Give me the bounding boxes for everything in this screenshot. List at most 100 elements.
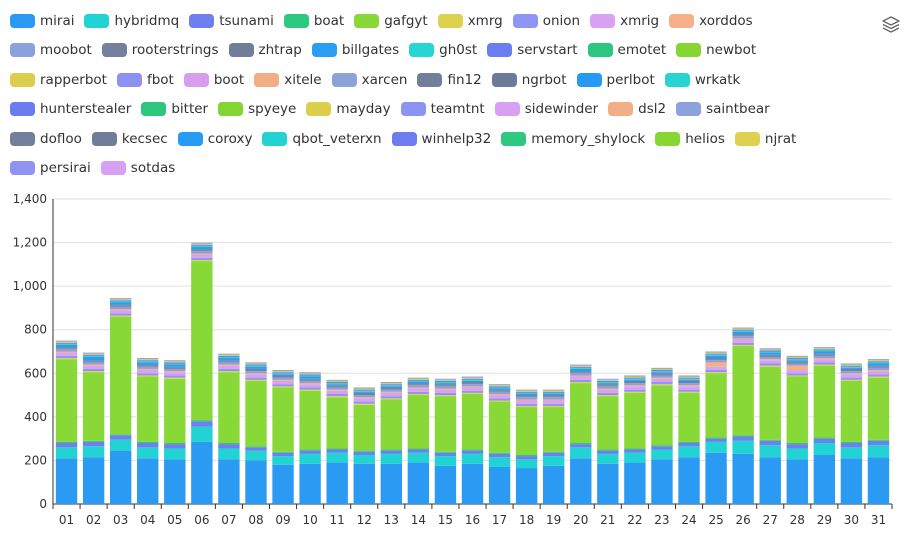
legend-item-xarcen[interactable]: xarcen: [331, 72, 407, 88]
bar-segment-zhtrap: [109, 304, 132, 306]
legend-item-billgates[interactable]: billgates: [311, 42, 400, 59]
legend-item-sidewinder[interactable]: sidewinder: [494, 101, 598, 117]
legend-item-bitter[interactable]: bitter: [141, 101, 208, 117]
bar-segment-boat: [218, 443, 240, 445]
bar-segment-boat: [813, 437, 836, 439]
bar-segment-onion: [515, 403, 538, 406]
bar-segment-xarcen: [543, 389, 565, 391]
legend-item-boat[interactable]: boat: [283, 13, 344, 29]
bar-segment-gh0st: [299, 375, 321, 377]
legend-item-rapperbot[interactable]: rapperbot: [10, 72, 107, 88]
bar-segment-xmrg: [191, 260, 213, 262]
bar-segment-servstart: [678, 377, 700, 379]
bar-segment-boat: [488, 452, 511, 454]
legend-item-rooterstrings[interactable]: rooterstrings: [101, 42, 219, 58]
legend-item-gafgyt[interactable]: gafgyt: [354, 13, 428, 29]
bar-segment-xorddos: [488, 393, 511, 396]
legend-item-spyeye[interactable]: spyeye: [218, 101, 296, 117]
bar-segment-rooterstrings: [137, 365, 159, 367]
bar-segment-zhtrap: [570, 371, 592, 373]
bar-segment-zhtrap: [597, 384, 619, 386]
legend-item-xitele[interactable]: xitele: [254, 72, 322, 88]
legend-item-memory-shylock[interactable]: memory_shylock: [501, 131, 645, 147]
legend-item-onion[interactable]: onion: [512, 13, 580, 29]
legend-item-persirai[interactable]: persirai: [10, 160, 91, 176]
legend-item-servstart[interactable]: servstart: [487, 42, 578, 58]
bar-segment-boat: [651, 445, 673, 447]
legend-item-xorddos[interactable]: xorddos: [669, 13, 753, 29]
legend-item-teamtnt[interactable]: teamtnt: [400, 101, 485, 117]
bar-segment-mirai: [299, 463, 321, 504]
legend-item-njrat[interactable]: njrat: [734, 131, 796, 147]
legend-item-kecsec[interactable]: kecsec: [91, 131, 168, 147]
legend-swatch: [116, 72, 142, 87]
bar-segment-billgates: [732, 331, 754, 335]
bar-segment-xorddos: [705, 362, 727, 367]
bar-segment-gh0st: [732, 330, 754, 332]
legend-item-hybridmq[interactable]: hybridmq: [84, 13, 179, 29]
bar-segment-xarcen: [678, 375, 700, 377]
bar-segment-boat: [82, 440, 105, 442]
legend-item-xmrig[interactable]: xmrig: [590, 13, 659, 29]
bar-segment-rapperbot: [191, 243, 213, 245]
bar-segment-billgates: [82, 356, 105, 361]
layers-download-icon[interactable]: [880, 14, 902, 36]
legend-item-tsunami[interactable]: tsunami: [189, 13, 274, 29]
legend-item-newbot[interactable]: newbot: [676, 42, 756, 58]
bar-segment-rapperbot: [543, 390, 565, 392]
x-tick-label: 18: [519, 513, 534, 527]
legend-swatch: [400, 102, 426, 117]
legend-label: billgates: [341, 42, 400, 59]
legend-label: xmrg: [467, 12, 503, 29]
legend-item-mayday[interactable]: mayday: [306, 101, 391, 117]
legend-item-coroxy[interactable]: coroxy: [177, 131, 252, 147]
bar-segment-hybridmq: [191, 426, 213, 442]
bar-segment-mirai: [624, 462, 646, 504]
legend-item-mirai[interactable]: mirai: [10, 13, 74, 29]
bar-segment-tsunami: [813, 438, 836, 443]
bar-segment-onion: [380, 396, 402, 399]
legend-item-winhelp32[interactable]: winhelp32: [391, 131, 491, 147]
legend-item-saintbear[interactable]: saintbear: [676, 101, 770, 117]
legend-item-perlbot[interactable]: perlbot: [576, 72, 655, 88]
bar-segment-boat: [597, 449, 619, 451]
bar-segment-xorddos: [840, 373, 863, 375]
legend-label: mirai: [40, 12, 75, 29]
legend-item-gh0st[interactable]: gh0st: [409, 42, 477, 58]
bar-segment-rapperbot: [732, 328, 754, 330]
legend-item-zhtrap[interactable]: zhtrap: [228, 42, 302, 59]
bar-segment-xmrg: [299, 389, 321, 391]
bar-segment-gafgyt: [678, 392, 700, 442]
legend-item-moobot[interactable]: moobot: [10, 42, 92, 58]
legend-item-fbot[interactable]: fbot: [116, 72, 174, 88]
bar-segment-billgates: [461, 380, 484, 382]
legend-item-fin12[interactable]: fin12: [417, 72, 482, 88]
legend-item-ngrbot[interactable]: ngrbot: [491, 72, 567, 88]
legend-item-sotdas[interactable]: sotdas: [100, 160, 175, 176]
legend-item-wrkatk[interactable]: wrkatk: [664, 72, 740, 88]
legend-swatch: [590, 13, 616, 28]
bar-segment-xarcen: [705, 351, 727, 353]
legend-label: zhtrap: [258, 42, 302, 59]
bar-segment-mirai: [570, 458, 592, 504]
bar-segment-hybridmq: [624, 452, 646, 463]
legend-item-dsl2[interactable]: dsl2: [608, 101, 666, 117]
bar-segment-servstart: [245, 364, 267, 366]
bar-segment-moobot: [191, 251, 213, 254]
legend-row: dofloo kecsec coroxy qbot_veterxn winhelp32 m…: [10, 124, 880, 154]
legend-item-xmrg[interactable]: xmrg: [437, 12, 503, 29]
bar-segment-moobot: [759, 356, 781, 360]
bar-segment-xorddos: [407, 387, 430, 389]
bar-segment-xarcen: [380, 382, 402, 384]
legend-item-hunterstealer[interactable]: hunterstealer: [10, 101, 131, 117]
legend-item-dofloo[interactable]: dofloo: [10, 131, 82, 147]
bar-segment-rooterstrings: [82, 361, 105, 363]
bar-segment-zhtrap: [380, 387, 402, 389]
legend-item-qbot-veterxn[interactable]: qbot_veterxn: [262, 131, 382, 147]
legend-item-helios[interactable]: helios: [655, 131, 725, 147]
bar-segment-gafgyt: [353, 404, 375, 451]
legend-item-emotet[interactable]: emotet: [587, 42, 666, 58]
bar-segment-boat: [732, 435, 754, 437]
legend-item-boot[interactable]: boot: [183, 72, 244, 88]
bar-segment-boat: [570, 443, 592, 445]
